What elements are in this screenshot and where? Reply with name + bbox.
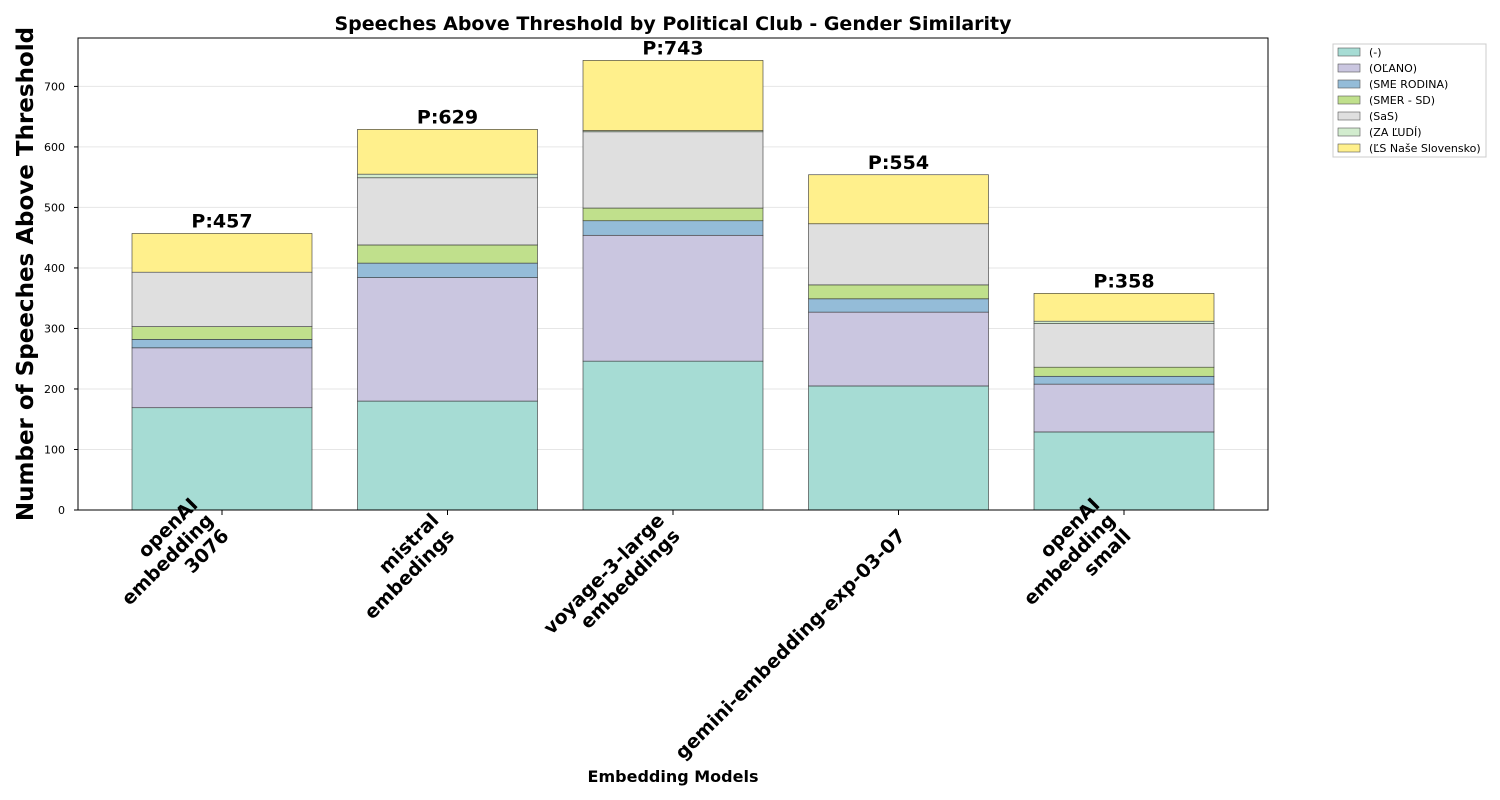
y-axis-label: Number of Speeches Above Threshold — [13, 27, 39, 521]
y-tick-label: 600 — [44, 141, 65, 154]
bar-segment — [1033, 366, 1215, 377]
chart-title: Speeches Above Threshold by Political Cl… — [334, 13, 1012, 35]
bar-segment — [582, 360, 764, 511]
bar-total-label: P:457 — [191, 210, 252, 232]
bar-segment — [357, 277, 538, 402]
bars — [131, 60, 1215, 511]
y-axis-ticks: 0 100 200 300 400 500 600 700 — [44, 80, 78, 517]
bar-segment — [1033, 293, 1215, 322]
y-tick-label: 200 — [44, 383, 65, 396]
legend-swatch — [1337, 95, 1361, 105]
y-tick-label: 300 — [44, 322, 65, 335]
bar-segment — [131, 407, 313, 511]
x-axis-label: Embedding Models — [588, 767, 759, 786]
bar-segment — [357, 177, 538, 246]
legend-swatch — [1337, 63, 1361, 73]
bar-segment — [808, 385, 989, 511]
bar-total-label: P:743 — [642, 37, 703, 59]
bar-segment — [582, 220, 764, 236]
legend-swatch — [1337, 143, 1361, 153]
bar-segment — [357, 129, 538, 175]
legend-label: (-) — [1369, 46, 1382, 59]
y-tick-label: 100 — [44, 443, 65, 456]
bar-segment — [808, 174, 989, 225]
bar-total-label: P:554 — [868, 152, 929, 174]
legend-label: (ZA ĽUDÍ) — [1369, 126, 1422, 139]
legend-label: (ĽS Naše Slovensko) — [1369, 142, 1481, 155]
bar-segment — [1033, 323, 1215, 368]
bar-segment — [582, 234, 764, 362]
bar-segment — [582, 131, 764, 209]
bar-segment — [357, 244, 538, 264]
legend-label: (SaS) — [1369, 110, 1398, 123]
bar-segment — [1033, 431, 1215, 511]
bar-segment — [808, 298, 989, 313]
bar-segment — [131, 339, 313, 349]
bar-segment — [1033, 320, 1215, 324]
y-tick-label: 400 — [44, 262, 65, 275]
bar-total-labels: P:457 P:629 P:743 P:554 P:358 — [191, 37, 1154, 292]
bar-segment — [131, 271, 313, 327]
y-tick-label: 700 — [44, 80, 65, 93]
legend-swatch — [1337, 111, 1361, 121]
x-tick-label: gemini-embedding-exp-03-07 — [671, 525, 910, 764]
bar-segment — [808, 284, 989, 300]
bar-segment — [808, 223, 989, 286]
bar-segment — [131, 326, 313, 340]
legend-label: (SME RODINA) — [1369, 78, 1448, 91]
bar-segment — [357, 262, 538, 278]
legend-label: (OĽANO) — [1369, 62, 1417, 75]
bar-segment — [1033, 375, 1215, 385]
bar-segment — [131, 347, 313, 409]
bar-segment — [357, 173, 538, 179]
bar-segment — [1033, 383, 1215, 433]
legend-label: (SMER - SD) — [1369, 94, 1435, 107]
bar-segment — [808, 311, 989, 387]
bar-segment — [357, 400, 538, 511]
bar-total-label: P:358 — [1093, 270, 1154, 292]
legend-swatch — [1337, 127, 1361, 137]
legend-swatch — [1337, 47, 1361, 57]
bar-segment — [131, 233, 313, 273]
y-tick-label: 0 — [58, 504, 65, 517]
bar-total-label: P:629 — [417, 106, 478, 128]
legend-swatch — [1337, 79, 1361, 89]
bar-segment — [582, 60, 764, 131]
bar-segment — [582, 207, 764, 222]
legend: (-) (OĽANO) (SME RODINA) (SMER - SD) (SaS) (Z… — [1332, 43, 1487, 158]
x-tick-label-line: gemini-embedding-exp-03-07 — [671, 525, 910, 764]
y-tick-label: 500 — [44, 201, 65, 214]
